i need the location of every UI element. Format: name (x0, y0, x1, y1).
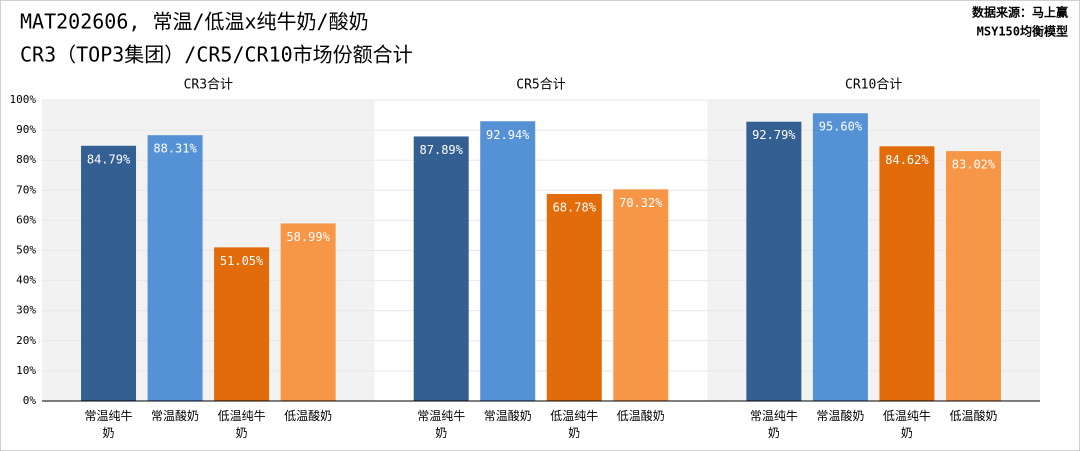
x-tick-label: 低温纯牛奶 (218, 408, 266, 440)
value-label: 87.89% (420, 143, 464, 157)
y-tick-label: 30% (16, 304, 36, 317)
panel-title: CR5合计 (516, 78, 565, 93)
y-tick-label: 10% (16, 364, 36, 377)
value-label: 51.05% (220, 254, 264, 268)
y-tick-label: 20% (16, 334, 36, 347)
x-tick-label: 常温酸奶 (484, 408, 532, 423)
bar (812, 113, 868, 401)
bar (280, 223, 336, 401)
source-note: MSY150均衡模型 (977, 24, 1068, 39)
x-tick-label: 常温纯牛奶 (417, 408, 465, 440)
x-tick-label: 常温酸奶 (816, 408, 864, 423)
value-label: 83.02% (952, 158, 996, 172)
chart-title: MAT202606, 常温/低温x纯牛奶/酸奶 (20, 10, 369, 34)
value-label: 84.62% (885, 153, 929, 167)
bar (746, 121, 802, 402)
value-label: 92.79% (752, 128, 796, 142)
bar (81, 145, 137, 401)
x-tick-label: 低温酸奶 (617, 408, 665, 423)
value-label: 92.94% (486, 128, 530, 142)
chart-subtitle: CR3（TOP3集团）/CR5/CR10市场份额合计 (20, 43, 413, 67)
y-tick-label: 50% (16, 244, 36, 257)
value-label: 88.31% (153, 142, 197, 156)
x-tick-label: 低温纯牛奶 (550, 408, 598, 440)
bar (613, 189, 669, 401)
y-tick-label: 90% (16, 123, 36, 136)
bar (480, 121, 536, 401)
y-tick-label: 80% (16, 153, 36, 166)
x-tick-label: 低温纯牛奶 (883, 408, 931, 440)
bar (147, 135, 203, 402)
y-tick-label: 40% (16, 274, 36, 287)
value-label: 58.99% (286, 230, 330, 244)
bar (945, 151, 1001, 401)
bar (546, 193, 602, 401)
panel-title: CR3合计 (184, 78, 233, 93)
source: 数据来源：马上赢 (972, 5, 1068, 20)
panel-title: CR10合计 (845, 78, 902, 93)
value-label: 84.79% (87, 152, 131, 166)
x-tick-label: 常温纯牛奶 (85, 408, 133, 440)
value-label: 70.32% (619, 196, 663, 210)
bar (413, 136, 469, 401)
y-tick-label: 100% (10, 93, 37, 106)
y-tick-label: 60% (16, 213, 36, 226)
value-label: 95.60% (819, 120, 863, 134)
x-tick-label: 常温酸奶 (151, 408, 199, 423)
y-tick-label: 70% (16, 183, 36, 196)
y-tick-label: 0% (23, 394, 37, 407)
x-tick-label: 低温酸奶 (949, 408, 997, 423)
x-tick-label: 低温酸奶 (284, 408, 332, 423)
bar (879, 146, 935, 401)
x-tick-label: 常温纯牛奶 (750, 408, 798, 440)
bar (214, 247, 270, 401)
value-label: 68.78% (553, 200, 597, 214)
